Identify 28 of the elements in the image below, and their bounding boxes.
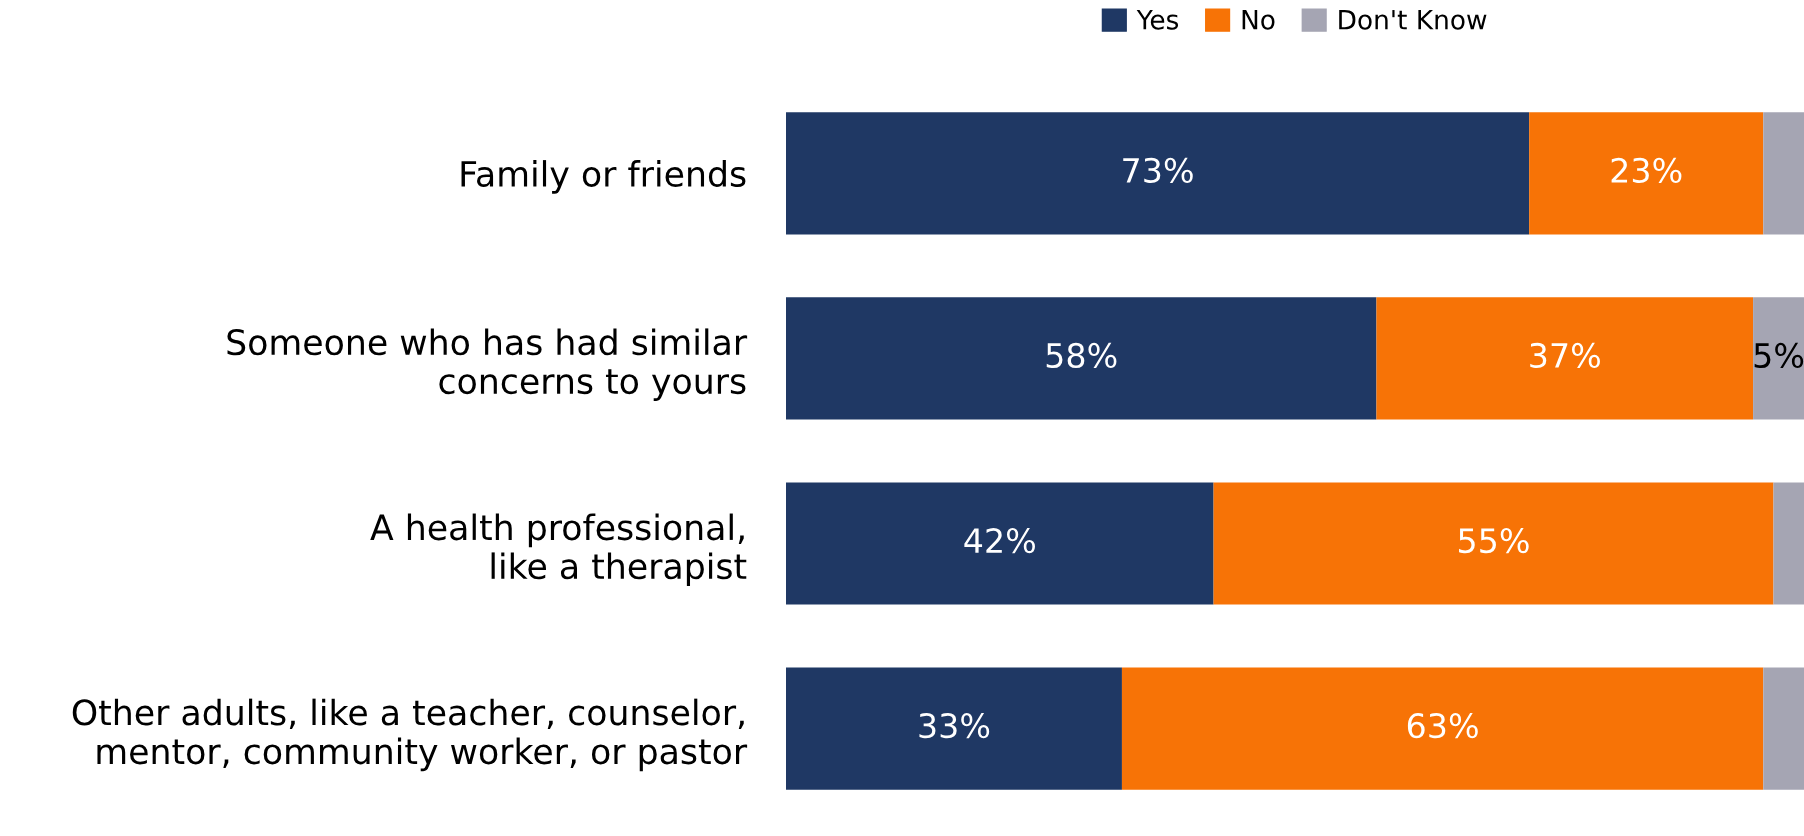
bar (786, 667, 1122, 790)
data-label: 55% (1459, 527, 1529, 554)
legend-label: Yes (1136, 10, 1179, 30)
y-tick-label: Someone who has had similar concerns to yours (227, 328, 748, 401)
bar (786, 482, 1214, 605)
bar (1763, 667, 1804, 790)
bar (786, 112, 1530, 235)
data-label: 5% (1754, 342, 1804, 369)
data-label: 58% (1046, 342, 1117, 369)
bar (1753, 297, 1804, 420)
y-tick-label: Family or friends (461, 160, 746, 194)
data-label: 37% (1530, 342, 1600, 369)
legend-label: No (1242, 10, 1275, 30)
data-label: 73% (1123, 157, 1193, 183)
bar (1121, 667, 1764, 790)
bar (1763, 112, 1804, 235)
bar (1376, 297, 1754, 420)
bar (1529, 112, 1764, 235)
data-label: 23% (1611, 157, 1682, 183)
bar (1773, 482, 1804, 605)
data-label: 33% (919, 713, 990, 739)
bar (1213, 482, 1774, 605)
y-tick-label: A health professional, like a therapist (370, 513, 747, 587)
bar (786, 297, 1377, 420)
data-label: 42% (964, 527, 1035, 554)
y-tick-label: Other adults, like a teacher, counselor, mentor, community worker, or pastor (72, 698, 748, 772)
legend-label: Don't Know (1339, 10, 1487, 30)
data-label: 63% (1407, 713, 1478, 739)
